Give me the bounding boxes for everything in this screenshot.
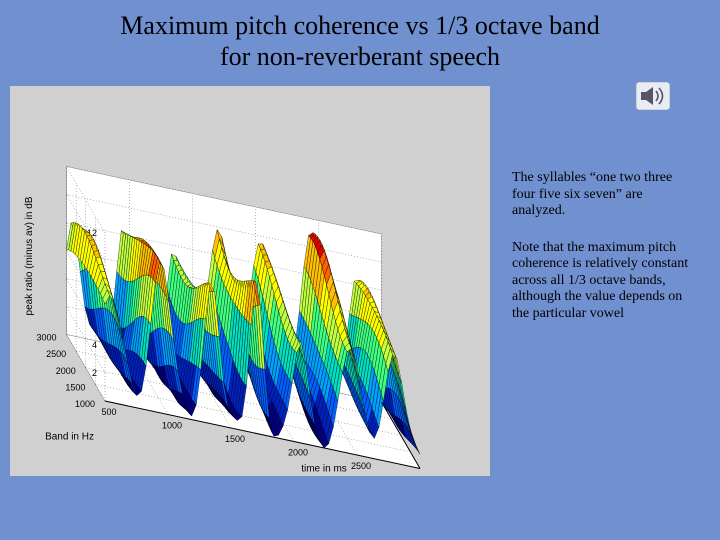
speaker-icon[interactable] [636,82,670,110]
content-row: 2468101210001500200025003000500100015002… [0,78,720,486]
paragraph-2: Note that the maximum pitch coherence is… [512,240,692,323]
title-line-1: Maximum pitch coherence vs 1/3 octave ba… [120,11,599,40]
paragraph-1: The syllables “one two three four five s… [512,170,692,220]
slide-title: Maximum pitch coherence vs 1/3 octave ba… [0,0,720,78]
title-line-2: for non-reverberant speech [220,42,500,71]
chart-3d-surface: 2468101210001500200025003000500100015002… [10,86,490,476]
chart-surface-svg [10,86,490,476]
side-text-column: The syllables “one two three four five s… [490,78,710,476]
